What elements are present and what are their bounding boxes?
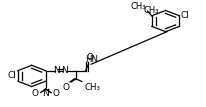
Text: O: O [52,89,59,98]
Text: CH₃: CH₃ [130,2,145,11]
Text: CH₃: CH₃ [84,82,100,91]
Text: O: O [86,53,93,62]
Text: O: O [32,89,39,98]
Text: Cl: Cl [180,11,189,20]
Text: CH₃: CH₃ [143,6,159,15]
Text: N: N [42,88,49,98]
Text: ⁻: ⁻ [41,91,44,97]
Text: ⁺: ⁺ [47,88,50,94]
Text: Cl: Cl [8,71,16,80]
Text: O: O [62,83,69,92]
Text: N: N [61,66,68,75]
Text: N: N [53,66,59,75]
Text: HN: HN [84,55,97,64]
